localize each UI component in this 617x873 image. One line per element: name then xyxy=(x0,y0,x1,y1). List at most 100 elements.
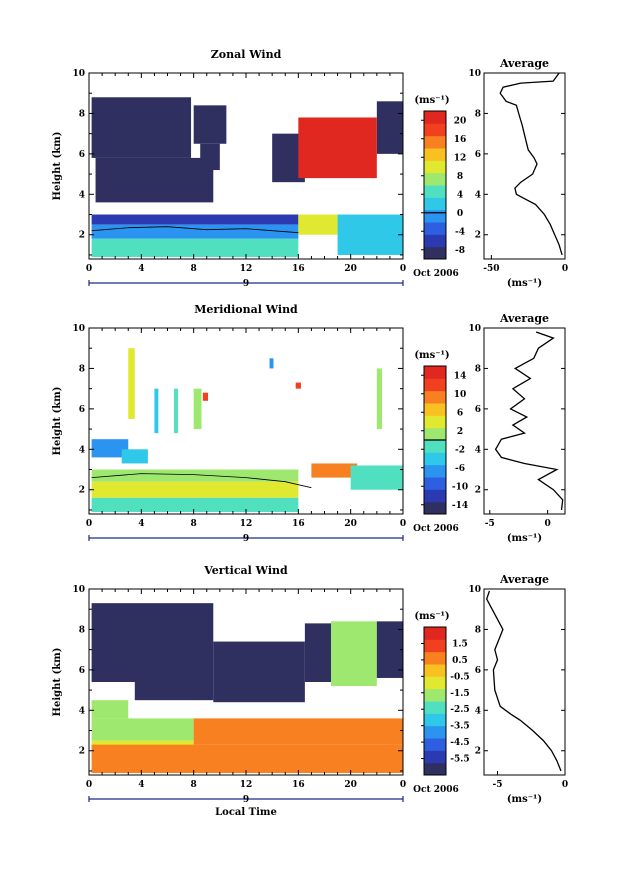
profile-x-label: (ms⁻¹) xyxy=(507,794,542,805)
colorbar-tick-label: 6 xyxy=(457,408,463,418)
colorbar-tick-label: 10 xyxy=(454,390,467,400)
y-axis-label: Height (km) xyxy=(52,132,63,201)
colorbar-tick-label: 1.5 xyxy=(452,639,468,649)
date-marker-label: 9 xyxy=(243,534,249,544)
profile-frame xyxy=(483,72,566,260)
profile-frame xyxy=(483,327,566,515)
y-tick-label: 6 xyxy=(79,666,85,676)
x-axis-label: Local Time xyxy=(215,807,277,818)
colorbar-swatch xyxy=(424,501,446,515)
x-tick-label: 20 xyxy=(344,519,357,529)
y-tick-label: 4 xyxy=(79,706,85,716)
profile-y-tick-label: 6 xyxy=(475,150,481,160)
profile-y-tick-label: 2 xyxy=(475,747,481,757)
profile-y-tick-label: 8 xyxy=(475,109,481,119)
heatmap-cell-8 xyxy=(91,224,299,239)
colorbar-swatch xyxy=(424,440,446,453)
colorbar-swatch xyxy=(424,676,446,690)
profile-x-tick-label: -5 xyxy=(485,519,495,529)
colorbar-tick-label: -1.5 xyxy=(450,689,469,699)
colorbar-unit: (ms⁻¹) xyxy=(414,611,449,622)
colorbar-tick-label: -4.5 xyxy=(450,738,469,748)
x-tick-label: 12 xyxy=(240,264,253,274)
heatmap-cell-13 xyxy=(295,382,301,389)
profile-line xyxy=(485,590,562,772)
profile-title: Average xyxy=(499,573,549,586)
x-tick-label: 12 xyxy=(240,780,253,790)
x-tick-label: 20 xyxy=(344,264,357,274)
colorbar-swatch xyxy=(424,639,446,653)
colorbar-swatch xyxy=(424,246,446,260)
y-tick-label: 2 xyxy=(79,747,85,757)
x-tick-label: 16 xyxy=(292,264,305,274)
x-tick-label: 20 xyxy=(344,780,357,790)
y-tick-label: 10 xyxy=(72,324,85,334)
colorbar-swatch xyxy=(424,378,446,392)
heatmap-cell-6 xyxy=(298,117,377,179)
date-label: Oct 2006 xyxy=(413,524,459,534)
heatmap-cell-2 xyxy=(193,105,227,144)
heatmap-cell-3 xyxy=(304,623,332,682)
colorbar-swatch xyxy=(424,713,446,727)
colorbar-swatch xyxy=(424,725,446,739)
heatmap-cell-3 xyxy=(200,143,220,171)
profile-y-tick-label: 4 xyxy=(475,706,481,716)
panel-title: Zonal Wind xyxy=(211,48,282,61)
heatmap-cell-0 xyxy=(91,439,129,458)
profile-y-tick-label: 6 xyxy=(475,666,481,676)
profile-x-label: (ms⁻¹) xyxy=(507,533,542,544)
heatmap-cell-7 xyxy=(128,348,135,419)
profile-title: Average xyxy=(499,57,549,70)
heatmap-cell-11 xyxy=(202,392,209,401)
profile-line xyxy=(494,331,564,511)
y-tick-label: 10 xyxy=(72,69,85,79)
colorbar-tick-label: -6 xyxy=(455,464,465,474)
date-marker-ends xyxy=(88,280,404,286)
colorbar-swatch xyxy=(424,427,446,441)
x-tick-label: 0 xyxy=(86,519,92,529)
profile-y-tick-label: 10 xyxy=(468,69,481,79)
heatmap-cell-6 xyxy=(91,700,129,719)
colorbar-tick-label: -10 xyxy=(452,482,468,492)
profile-x-label: (ms⁻¹) xyxy=(507,278,542,289)
x-tick-label: 16 xyxy=(292,519,305,529)
colorbar-swatch xyxy=(424,762,446,776)
profile-y-tick-label: 4 xyxy=(475,445,481,455)
profile-y-tick-label: 10 xyxy=(468,585,481,595)
colorbar-tick-label: -4 xyxy=(455,227,465,237)
colorbar-tick-label: 12 xyxy=(454,153,467,163)
x-tick-label: 0 xyxy=(400,519,406,529)
date-marker-ends xyxy=(88,535,404,541)
x-tick-label: 12 xyxy=(240,519,253,529)
heatmap-cell-7 xyxy=(91,718,194,741)
heatmap-cell-2 xyxy=(213,641,305,703)
heatmap-cell-14 xyxy=(376,368,383,430)
profile-y-tick-label: 2 xyxy=(475,486,481,496)
heatmap-cell-10 xyxy=(193,388,202,430)
heatmap-cell-10 xyxy=(91,744,403,773)
y-tick-label: 6 xyxy=(79,150,85,160)
x-tick-label: 0 xyxy=(400,780,406,790)
colorbar-tick-label: -2.5 xyxy=(450,705,469,715)
date-marker-label: 9 xyxy=(243,795,249,805)
colorbar-swatch xyxy=(424,148,446,161)
y-tick-label: 2 xyxy=(79,231,85,241)
colorbar-swatch xyxy=(424,664,446,677)
colorbar-swatch xyxy=(424,627,446,640)
date-marker-label: 9 xyxy=(243,279,249,289)
y-tick-label: 8 xyxy=(79,364,85,374)
profile-title: Average xyxy=(499,312,549,325)
y-tick-label: 6 xyxy=(79,405,85,415)
heatmap-cell-1 xyxy=(134,682,214,701)
y-tick-label: 2 xyxy=(79,486,85,496)
colorbar-unit: (ms⁻¹) xyxy=(414,350,449,361)
panel-title: Meridional Wind xyxy=(194,303,298,316)
profile-y-tick-label: 8 xyxy=(475,364,481,374)
heatmap-cell-1 xyxy=(95,157,214,203)
colorbar-tick-label: 8 xyxy=(457,172,463,182)
colorbar-swatch xyxy=(424,123,446,137)
zero-contour-line xyxy=(91,226,299,234)
date-marker-ends xyxy=(88,796,404,802)
profile-x-tick-label: 0 xyxy=(545,519,551,529)
